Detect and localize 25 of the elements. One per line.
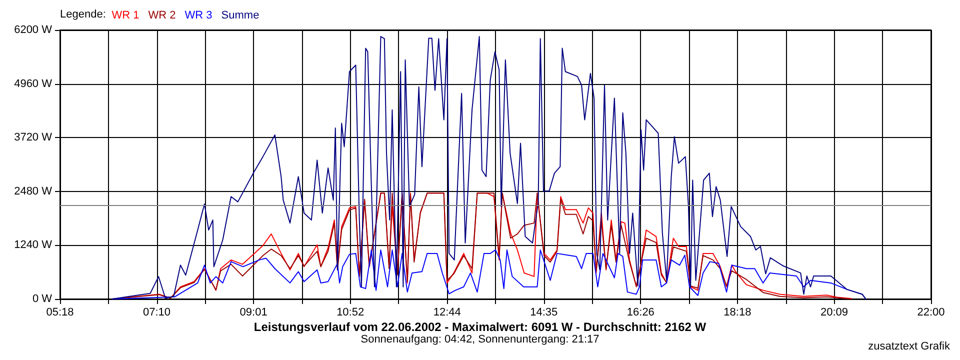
- x-tick-label: 07:10: [143, 306, 171, 318]
- x-tick-label: 09:01: [240, 306, 268, 318]
- legend-title: Legende:: [60, 8, 106, 20]
- x-tick-label: 14:35: [530, 306, 558, 318]
- x-tick-label: 18:18: [724, 306, 752, 318]
- text: WR 1: [112, 10, 140, 22]
- x-tick-label: 16:26: [626, 306, 654, 318]
- y-tick-label: 2480 W: [14, 185, 53, 198]
- text: Sonnenaufgang: 04:42, Sonnenuntergang: 21:17: [360, 334, 600, 346]
- y-tick-label: 1240 W: [14, 239, 53, 252]
- text: zusatztext Grafik: [868, 340, 950, 352]
- x-tick-label: 05:18: [46, 306, 74, 318]
- text: Leistungsverlauf vom 22.06.2002 - Maximalwert: 6091 W - Durchschnitt: 2162 W: [254, 320, 707, 334]
- y-tick-label: 6200 W: [14, 24, 53, 36]
- x-tick-label: 22:00: [917, 306, 945, 318]
- text: Summe: [221, 10, 260, 22]
- y-tick-label: 0 W: [32, 293, 53, 305]
- x-tick-label: 10:52: [336, 306, 364, 318]
- x-tick-label: 12:44: [433, 306, 461, 318]
- y-tick-label: 4960 W: [14, 78, 53, 90]
- text: WR 3: [184, 10, 212, 22]
- y-tick-label: 3720 W: [14, 132, 53, 144]
- x-tick-label: 20:09: [820, 306, 848, 318]
- line-series: [112, 36, 866, 300]
- text: WR 2: [148, 10, 176, 22]
